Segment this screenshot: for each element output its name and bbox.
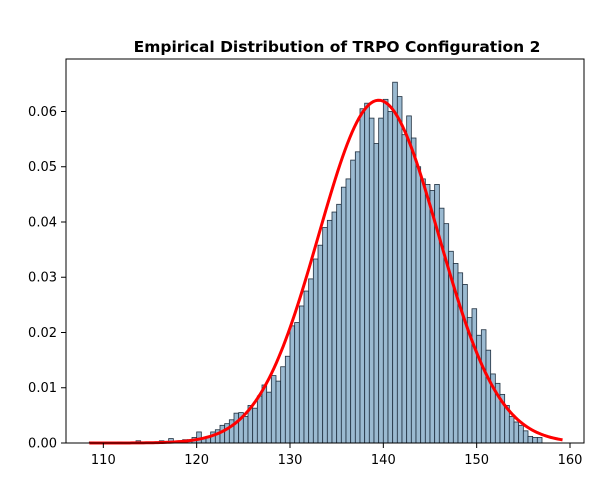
histogram-bar [462, 284, 468, 444]
y-tick-label: 0.00 [28, 437, 57, 452]
histogram-bar [312, 258, 319, 444]
histogram-bar [350, 159, 356, 444]
histogram-bar [410, 137, 417, 444]
histogram-bar [303, 290, 310, 444]
histogram-bar [368, 117, 375, 444]
x-tick-label: 150 [464, 453, 489, 468]
histogram-bar [345, 178, 352, 444]
histogram-bar [298, 305, 305, 444]
histogram-bar [317, 244, 324, 444]
histogram-bar [522, 430, 529, 444]
histogram-bar [252, 407, 258, 444]
histogram-bar [424, 184, 431, 444]
histogram-bar [256, 395, 263, 444]
histogram-bar [261, 384, 268, 444]
histogram-bars [88, 81, 543, 444]
histogram-bar [406, 115, 412, 444]
histogram-bar [518, 424, 524, 444]
histogram-bar [308, 278, 314, 444]
x-axis: 110 120 130 140 150 160 [91, 443, 582, 468]
x-tick-label: 120 [184, 453, 209, 468]
histogram-bar [378, 117, 384, 444]
x-tick-label: 160 [558, 453, 583, 468]
x-tick-label: 130 [278, 453, 303, 468]
histogram-bar [270, 375, 277, 444]
histogram-bar [392, 81, 398, 444]
histogram-bar [396, 96, 403, 444]
histogram-bar [275, 380, 282, 444]
histogram-bar [364, 102, 370, 444]
histogram-bar [336, 203, 342, 444]
histogram-bar [266, 391, 272, 444]
y-tick-label: 0.01 [28, 381, 57, 396]
histogram-bar [219, 424, 226, 444]
x-tick-label: 140 [371, 453, 396, 468]
histogram-bar [485, 349, 492, 444]
histogram-bar [289, 325, 296, 444]
histogram-bar [532, 437, 538, 444]
histogram-bar [480, 329, 487, 444]
y-tick-label: 0.03 [28, 271, 57, 286]
histogram-bar [420, 178, 426, 444]
y-tick-label: 0.06 [28, 105, 57, 120]
y-tick-label: 0.04 [28, 215, 57, 230]
normal-fit-curve [89, 98, 563, 445]
histogram-bar [294, 322, 300, 444]
plot-frame [65, 58, 585, 444]
histogram-bar [326, 219, 333, 444]
histogram-bar [242, 416, 249, 444]
histogram-bar [331, 211, 338, 444]
histogram-bar [415, 166, 422, 444]
histogram-bar [527, 435, 534, 444]
histogram-bar [284, 355, 291, 444]
x-tick-label: 110 [91, 453, 116, 468]
y-tick-label: 0.05 [28, 160, 57, 175]
histogram-bar [429, 190, 436, 444]
histogram-bar [401, 134, 408, 444]
histogram-bar [280, 366, 286, 444]
histogram-bar [508, 416, 515, 444]
histogram-bar [513, 421, 520, 444]
chart-title: Empirical Distribution of TRPO Configura… [134, 38, 541, 56]
histogram-bar [373, 143, 380, 444]
histogram-bar [382, 98, 389, 444]
histogram-bar [471, 308, 478, 444]
histogram-bar [233, 412, 240, 444]
histogram-bar [340, 186, 347, 444]
histogram-bar [536, 437, 543, 444]
y-tick-label: 0.02 [28, 326, 57, 341]
histogram-bar [322, 227, 328, 444]
histogram-bar [387, 111, 394, 444]
histogram-bar [359, 108, 366, 444]
y-axis: 0.00 0.01 0.02 0.03 0.04 0.05 0.06 [28, 105, 66, 452]
histogram-bar [354, 151, 361, 444]
